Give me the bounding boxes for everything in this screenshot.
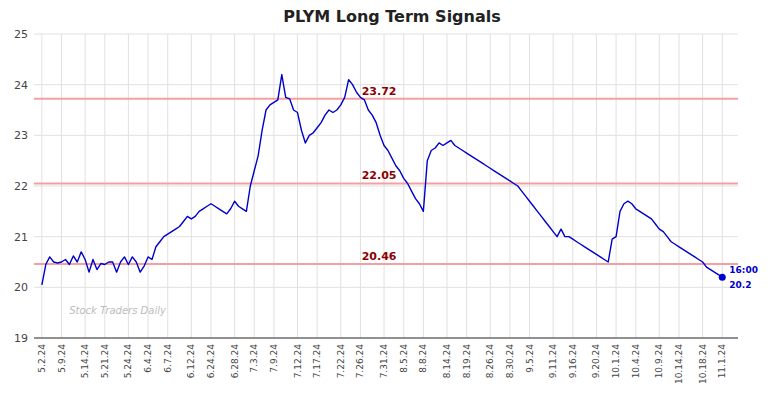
end-value-label: 20.2 <box>729 280 751 290</box>
y-grid-line <box>34 236 738 237</box>
x-grid-line <box>679 34 680 338</box>
y-grid-line <box>34 338 738 339</box>
x-grid-line <box>490 34 491 338</box>
signal-line <box>34 263 738 265</box>
signal-line <box>34 98 738 100</box>
y-grid-line <box>34 34 738 35</box>
y-tick-label: 21 <box>14 231 28 244</box>
x-grid-line <box>128 34 129 338</box>
x-grid-line <box>702 34 703 338</box>
x-grid-line <box>384 34 385 338</box>
x-tick-label: 10.4.24 <box>631 344 641 379</box>
x-grid-line <box>572 34 573 338</box>
y-grid-line <box>34 186 738 187</box>
price-line <box>42 75 722 285</box>
x-grid-line <box>596 34 597 338</box>
x-tick-label: 6.4.24 <box>143 344 153 373</box>
y-tick-label: 25 <box>14 28 28 41</box>
y-tick-label: 23 <box>14 129 28 142</box>
x-grid-line <box>317 34 318 338</box>
x-tick-label: 7.22.24 <box>336 344 346 379</box>
x-tick-label: 8.30.24 <box>505 344 515 379</box>
x-tick-label: 10.9.24 <box>654 344 664 379</box>
x-grid-line <box>722 34 723 338</box>
x-grid-line <box>446 34 447 338</box>
x-grid-line <box>297 34 298 338</box>
x-grid-line <box>41 34 42 338</box>
x-tick-label: 9.20.24 <box>591 344 601 379</box>
signal-line <box>34 182 738 184</box>
x-grid-line <box>148 34 149 338</box>
x-grid-line <box>466 34 467 338</box>
x-tick-label: 9.11.24 <box>548 344 558 379</box>
x-tick-label: 7.12.24 <box>293 344 303 379</box>
x-grid-line <box>85 34 86 338</box>
x-grid-line <box>403 34 404 338</box>
x-grid-line <box>423 34 424 338</box>
x-tick-label: 10.14.24 <box>674 344 684 384</box>
x-grid-line <box>635 34 636 338</box>
y-grid-line <box>34 287 738 288</box>
y-tick-label: 22 <box>14 180 28 193</box>
x-grid-line <box>509 34 510 338</box>
x-grid-line <box>61 34 62 338</box>
x-tick-label: 10.1.24 <box>611 344 621 379</box>
watermark: Stock Traders Daily <box>69 305 167 316</box>
chart: PLYM Long Term Signals 19 20 21 22 23 24 25 5.2.… <box>0 0 784 398</box>
signal-label: 20.46 <box>362 250 397 263</box>
x-tick-label: 7.31.24 <box>379 344 389 379</box>
x-grid-line <box>659 34 660 338</box>
grid <box>34 34 738 338</box>
x-grid-line <box>273 34 274 338</box>
x-tick-label: 9.16.24 <box>568 344 578 379</box>
x-tick-label: 9.5.24 <box>525 344 535 373</box>
x-grid-line <box>360 34 361 338</box>
x-grid-line <box>210 34 211 338</box>
x-grid-line <box>529 34 530 338</box>
x-tick-label: 8.26.24 <box>485 344 495 379</box>
x-grid-line <box>234 34 235 338</box>
end-marker <box>719 274 726 281</box>
x-axis-line <box>34 337 738 338</box>
x-grid-line <box>191 34 192 338</box>
x-grid-line <box>553 34 554 338</box>
y-tick-label: 20 <box>14 281 28 294</box>
x-tick-label: 6.24.24 <box>206 344 216 379</box>
x-grid-line <box>254 34 255 338</box>
x-tick-label: 7.17.24 <box>312 344 322 379</box>
x-tick-label: 10.18.24 <box>698 344 708 384</box>
x-grid-line <box>340 34 341 338</box>
x-grid-line <box>616 34 617 338</box>
x-tick-label: 7.3.24 <box>249 344 259 373</box>
signal-label: 22.05 <box>362 169 397 182</box>
x-tick-label: 11.1.24 <box>717 344 727 379</box>
signal-label: 23.72 <box>362 85 397 98</box>
x-tick-label: 8.14.24 <box>442 344 452 379</box>
x-tick-label: 5.14.24 <box>80 344 90 379</box>
plot-area <box>34 75 738 285</box>
x-grid-line <box>167 34 168 338</box>
x-grid-line <box>104 34 105 338</box>
y-tick-label: 24 <box>14 79 28 92</box>
title: PLYM Long Term Signals <box>283 7 501 26</box>
x-tick-label: 6.28.24 <box>230 344 240 379</box>
x-tick-label: 8.5.24 <box>399 344 409 373</box>
x-tick-label: 7.26.24 <box>355 344 365 379</box>
y-grid-line <box>34 135 738 136</box>
x-tick-label: 7.9.24 <box>269 344 279 373</box>
x-tick-label: 6.12.24 <box>186 344 196 379</box>
y-tick-label: 19 <box>14 332 28 345</box>
x-tick-label: 5.9.24 <box>57 344 67 373</box>
x-tick-label: 5.21.24 <box>100 344 110 379</box>
x-tick-label: 6.7.24 <box>163 344 173 373</box>
end-time-label: 16:00 <box>729 265 758 275</box>
x-tick-label: 8.8.24 <box>418 344 428 373</box>
x-tick-label: 5.24.24 <box>123 344 133 379</box>
x-tick-label: 5.2.24 <box>37 344 47 373</box>
x-tick-label: 8.19.24 <box>462 344 472 379</box>
